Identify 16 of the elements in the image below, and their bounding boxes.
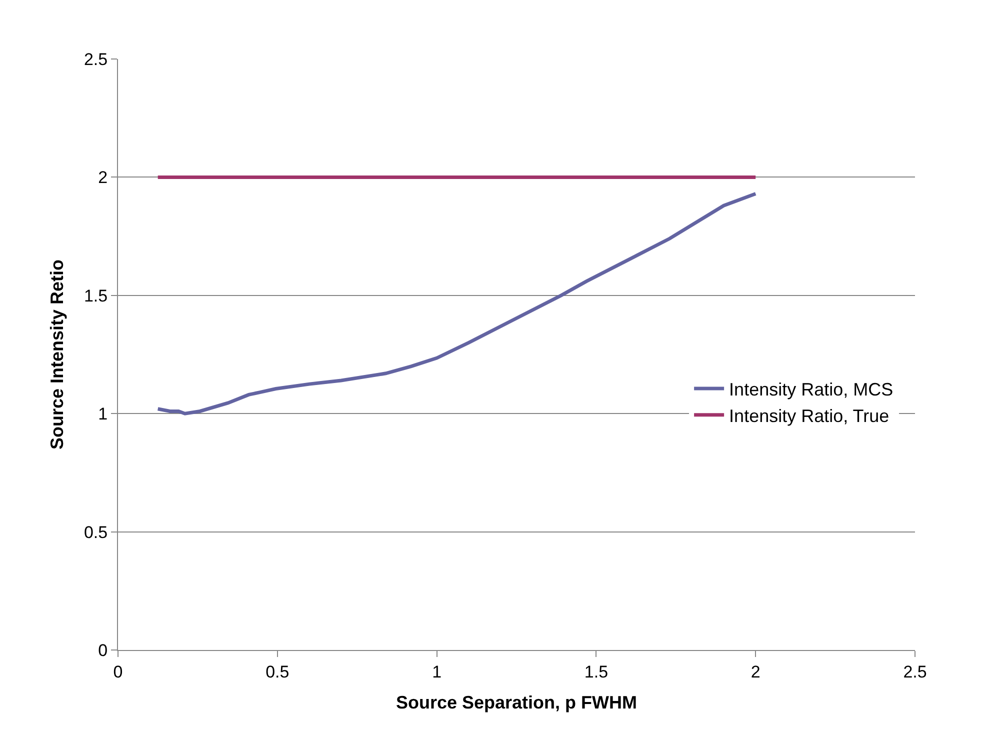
x-tick-label: 1 [432,662,442,682]
x-tick-label: 2 [750,662,760,682]
y-tick-label: 1 [98,404,108,424]
y-tick-label: 2 [98,168,108,188]
x-tick-label: 2.5 [903,662,927,682]
x-tick-label: 1.5 [584,662,608,682]
y-tick-label: 2.5 [84,50,108,69]
y-tick-label: 1.5 [84,286,108,306]
y-tick-label: 0 [98,640,108,660]
y-tick-label: 0.5 [84,522,108,542]
y-axis-title: Source Intensity Retio [47,259,68,450]
legend-label: Intensity Ratio, True [729,406,890,426]
x-tick-label: 0.5 [266,662,290,682]
x-axis-title: Source Separation, p FWHM [396,692,638,712]
legend-label: Intensity Ratio, MCS [729,380,894,400]
x-tick-label: 0 [113,662,123,682]
